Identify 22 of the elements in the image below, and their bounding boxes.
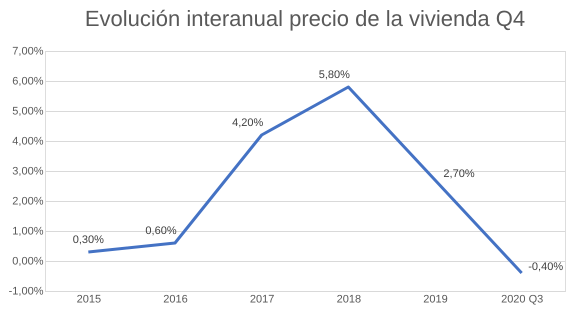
x-tick-label: 2016	[163, 294, 188, 306]
text: 0,30%	[72, 234, 104, 246]
text: 0,60%	[145, 225, 177, 237]
y-tick-label: 3,00%	[12, 166, 44, 178]
y-tick-label: 7,00%	[12, 46, 44, 58]
y-tick-label: 0,00%	[12, 256, 44, 268]
x-tick-label: 2019	[423, 294, 448, 306]
x-tick-label: 2018	[336, 294, 362, 306]
y-tick-label: 2,00%	[12, 196, 44, 208]
x-tick-label: 2020 Q3	[501, 294, 544, 306]
text: -0,40%	[528, 261, 564, 273]
y-tick-label: -1,00%	[8, 286, 44, 298]
x-tick-label: 2017	[250, 294, 274, 306]
y-tick-label: 5,00%	[12, 106, 44, 118]
y-tick-label: 1,00%	[12, 226, 44, 238]
x-tick-label: 2015	[76, 294, 102, 306]
text: 4,20%	[232, 117, 264, 129]
chart-title: Evolución interanual precio de la vivienda Q4	[84, 6, 526, 31]
y-tick-label: 6,00%	[12, 76, 44, 88]
text: 5,80%	[318, 69, 350, 81]
y-tick-label: 4,00%	[12, 136, 44, 148]
text: 2,70%	[443, 168, 475, 180]
